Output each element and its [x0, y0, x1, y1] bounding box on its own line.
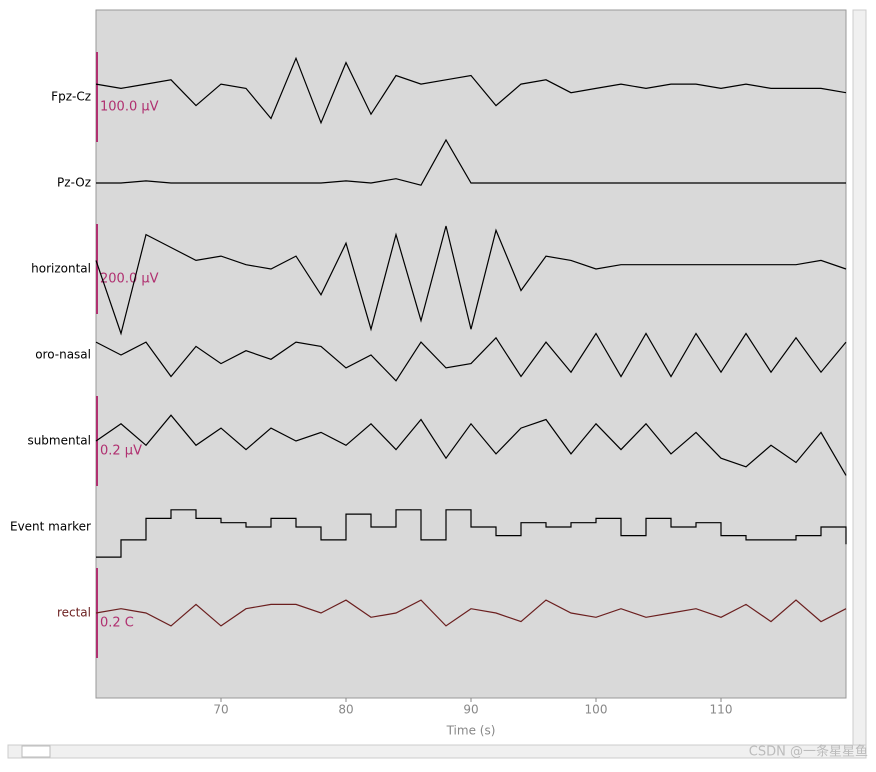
x-tick-label: 110 [710, 703, 733, 717]
trace [95, 56, 847, 125]
scale-label: 0.2 µV [100, 444, 142, 459]
channel-label: horizontal [31, 262, 91, 276]
scale-label: 0.2 C [100, 616, 134, 631]
vertical-scrollbar[interactable] [852, 9, 867, 746]
trace [95, 225, 847, 336]
scrollbar-thumb[interactable] [21, 745, 51, 758]
watermark: CSDN @一条星星鱼 [749, 744, 868, 760]
horizontal-scrollbar[interactable] [7, 744, 867, 759]
x-tick-label: 100 [585, 703, 608, 717]
scale-label: 200.0 µV [100, 272, 159, 287]
channel-label: rectal [57, 606, 91, 620]
channel-label: Fpz-Cz [51, 90, 91, 104]
channel-label: oro-nasal [35, 348, 91, 362]
x-tick-label: 80 [338, 703, 353, 717]
plot-area [95, 9, 847, 699]
trace [96, 138, 846, 186]
x-axis-label: Time (s) [446, 724, 496, 738]
scale-label: 100.0 µV [100, 100, 159, 115]
trace [95, 599, 847, 627]
trace [96, 509, 847, 558]
channel-label: Pz-Oz [57, 176, 91, 190]
channel-label: Event marker [10, 520, 91, 534]
x-tick-label: 90 [463, 703, 478, 717]
trace [95, 414, 847, 476]
channel-label: submental [27, 434, 91, 448]
trace [95, 332, 847, 382]
x-tick-label: 70 [213, 703, 228, 717]
